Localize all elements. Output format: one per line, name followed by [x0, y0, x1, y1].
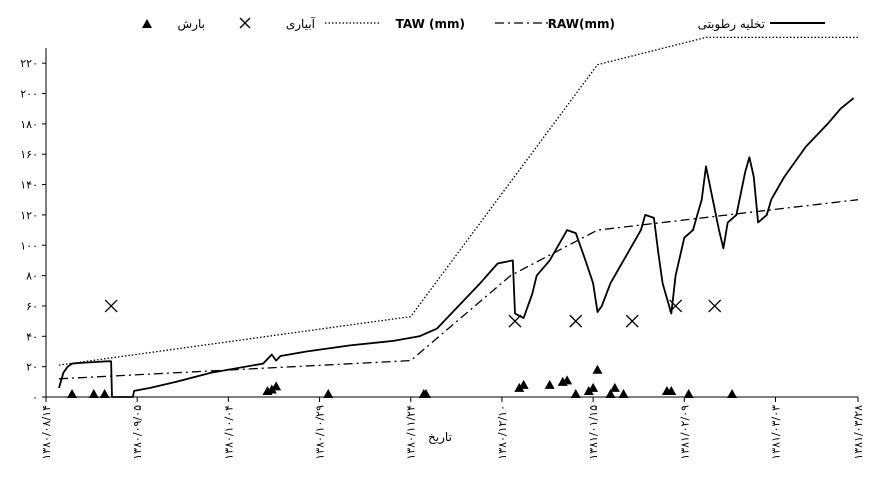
irrigation-marker [508, 314, 522, 328]
y-tick-label: ۱۴۰ [20, 179, 38, 192]
x-tick-label: ۱۳۸۰/۱۰/۲۹ [314, 405, 327, 460]
legend-item-taw: TAW (mm) [325, 17, 465, 31]
rainfall-marker [323, 389, 334, 398]
rainfall-marker [727, 389, 738, 398]
rainfall-marker [99, 389, 110, 398]
series-line-dashdot [58, 199, 859, 380]
irrigation-marker [104, 299, 118, 313]
rainfall-marker [88, 389, 99, 398]
series-line-solid [58, 97, 855, 398]
legend-label-depletion: تخلیه رطوبتی [698, 17, 765, 32]
rainfall-marker [514, 382, 525, 392]
legend-label-rainfall: بارش [178, 17, 205, 32]
y-tick-label: ۶۰ [26, 300, 38, 313]
x-tick-label: ۱۳۸۰/۰۸/۱۴ [40, 405, 53, 460]
x-tick-label: ۱۳۸۱/۰۳/۰۳ [769, 405, 782, 460]
x-tick-label: ۱۳۸۱/۰۲/۰۹ [678, 405, 691, 460]
x-tick-label: ۱۳۸۰/۱۱/۲۴ [405, 405, 418, 460]
irrigation-marker [669, 299, 683, 313]
y-tick-label: ۱۸۰ [20, 118, 38, 131]
x-tick-label: ۱۳۸۱/۰۳/۲۸ [852, 405, 865, 460]
y-tick-label: ۸۰ [26, 270, 38, 283]
legend-item-rainfall: بارش [142, 17, 205, 32]
rainfall-marker [618, 389, 629, 398]
irrigation-marker [708, 299, 722, 313]
rainfall-marker [266, 384, 277, 394]
series-line-dotted [58, 36, 858, 366]
y-tick-label: ۴۰ [26, 330, 38, 343]
y-tick-label: ۲۲۰ [20, 57, 38, 70]
rainfall-marker [592, 364, 603, 374]
x-tick-label: ۱۳۸۰/۰۹/۰۵ [131, 405, 144, 460]
rainfall-marker [588, 382, 599, 392]
x-axis-ticks: ۱۳۸۰/۰۸/۱۴ ۱۳۸۰/۰۹/۰۵ ۱۳۸۰/۱۰/۰۴ ۱۳۸۰/۱۰/۲۹… [40, 397, 865, 460]
legend-swatch-cross [239, 17, 251, 29]
rainfall-marker [605, 389, 616, 398]
y-tick-label: ۱۶۰ [20, 148, 38, 161]
rainfall-marker [271, 381, 282, 391]
x-tick-label: ۱۳۸۰/۱۲/۱۰ [496, 405, 509, 460]
y-tick-label: ۲۰۰ [20, 88, 38, 101]
x-axis-label: تاریخ [428, 430, 452, 445]
legend-label-taw: TAW (mm) [396, 17, 465, 31]
x-tick-label: ۱۳۸۰/۱۰/۰۴ [222, 405, 235, 460]
rainfall-marker [609, 382, 620, 392]
rainfall-marker [420, 389, 431, 398]
legend-label-irrigation: آبیاری [286, 16, 316, 32]
legend-item-raw: RAW(mm) [495, 17, 615, 31]
y-axis-ticks: ۰ ۲۰ ۴۰ ۶۰ ۸۰ ۱۰۰ ۱۲۰ ۱۴۰ ۱۶۰ ۱۸۰ ۲۰۰ ۲۲۰ [20, 57, 46, 404]
rainfall-marker [562, 375, 573, 385]
rainfall-marker [683, 389, 694, 398]
rainfall-marker [666, 385, 677, 395]
series-layer [58, 36, 859, 398]
rainfall-marker [570, 389, 581, 398]
rainfall-marker [544, 379, 555, 389]
y-tick-label: ۲۰ [26, 361, 38, 374]
rainfall-marker [583, 385, 594, 395]
legend-swatch-triangle [142, 19, 152, 28]
x-tick-label: ۱۳۸۱/۰۱/۱۵ [587, 405, 600, 460]
legend-item-soil-moisture-depletion: تخلیه رطوبتی [698, 17, 825, 32]
y-tick-label: ۱۲۰ [20, 209, 38, 222]
legend: تخلیه رطوبتی RAW(mm) TAW (mm) آبیاری بار… [142, 16, 825, 32]
irrigation-marker [625, 314, 639, 328]
y-tick-label: ۱۰۰ [20, 239, 38, 252]
irrigation-marker [569, 314, 583, 328]
legend-item-irrigation: آبیاری [239, 16, 316, 32]
rainfall-marker [67, 389, 78, 398]
legend-label-raw: RAW(mm) [548, 17, 615, 31]
y-tick-label: ۰ [32, 391, 38, 404]
rainfall-marker [518, 379, 529, 389]
